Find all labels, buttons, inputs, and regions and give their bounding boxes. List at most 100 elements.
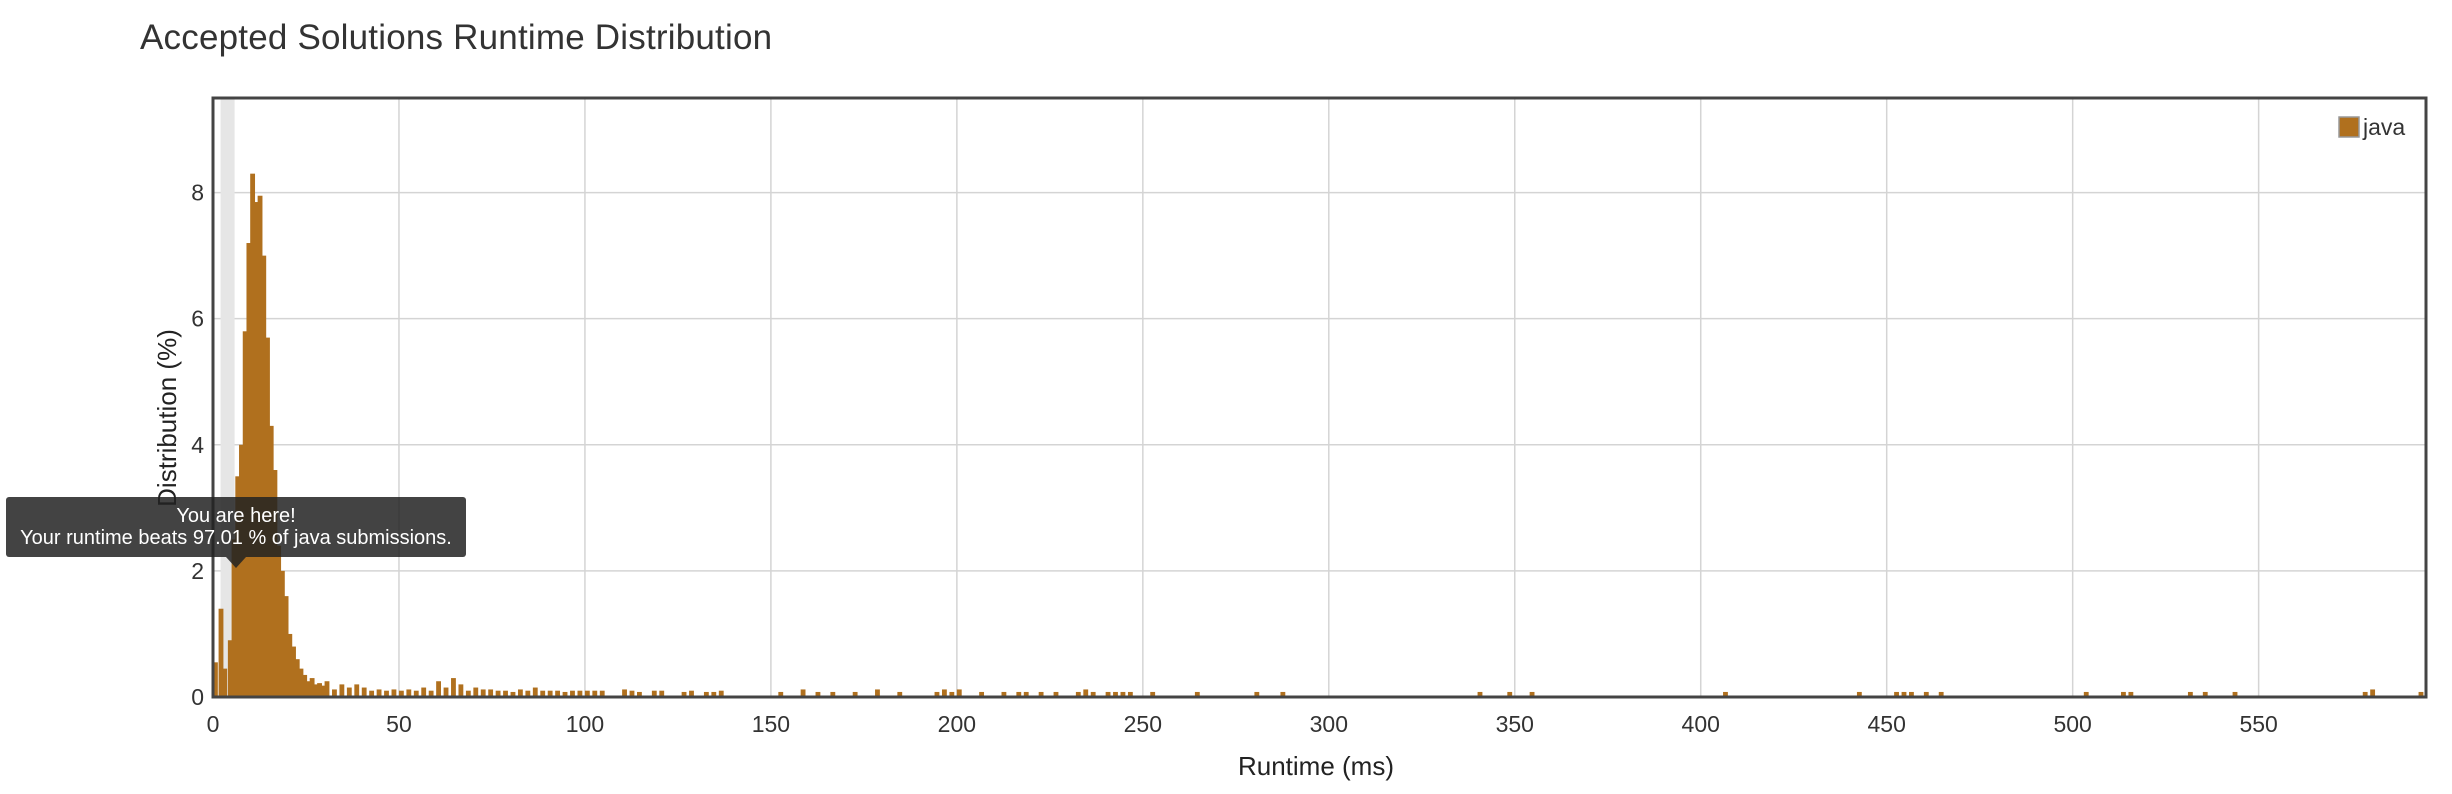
histogram-bar[interactable] xyxy=(376,689,382,697)
histogram-bar[interactable] xyxy=(313,684,319,697)
histogram-bar[interactable] xyxy=(346,687,352,697)
histogram-bar[interactable] xyxy=(298,668,304,697)
histogram-bar[interactable] xyxy=(547,690,553,697)
histogram-bar[interactable] xyxy=(1254,691,1260,697)
histogram-bar[interactable] xyxy=(1150,691,1156,697)
histogram-bar[interactable] xyxy=(934,691,940,697)
histogram-bar[interactable] xyxy=(495,690,501,697)
histogram-bar[interactable] xyxy=(875,689,880,697)
histogram-bar[interactable] xyxy=(458,684,464,697)
histogram-bar[interactable] xyxy=(525,690,531,697)
histogram-bar[interactable] xyxy=(283,596,289,697)
legend-label-java[interactable]: java xyxy=(2362,114,2405,140)
histogram-bar[interactable] xyxy=(291,646,296,697)
histogram-bar[interactable] xyxy=(815,691,821,697)
histogram-bar[interactable] xyxy=(235,476,241,697)
histogram-bar[interactable] xyxy=(250,173,256,698)
histogram-bar[interactable] xyxy=(897,691,903,697)
histogram-bar[interactable] xyxy=(584,690,590,697)
histogram-bar[interactable] xyxy=(1938,691,1944,697)
histogram-bar[interactable] xyxy=(257,195,263,698)
histogram-bar[interactable] xyxy=(320,685,326,697)
histogram-bar[interactable] xyxy=(253,202,259,697)
histogram-bar[interactable] xyxy=(1856,691,1862,697)
histogram-bar[interactable] xyxy=(231,539,237,697)
histogram-bar[interactable] xyxy=(302,674,308,697)
histogram-bar[interactable] xyxy=(1023,691,1029,697)
histogram-bar[interactable] xyxy=(309,678,315,697)
histogram-bar[interactable] xyxy=(276,545,282,697)
histogram-bar[interactable] xyxy=(213,662,218,697)
histogram-bar[interactable] xyxy=(465,690,471,697)
histogram-bar[interactable] xyxy=(1075,691,1081,697)
histogram-bar[interactable] xyxy=(443,687,449,697)
histogram-bar[interactable] xyxy=(2083,691,2089,697)
histogram-bar[interactable] xyxy=(1113,691,1118,697)
histogram-bar[interactable] xyxy=(246,243,252,697)
histogram-bar[interactable] xyxy=(1477,691,1483,697)
histogram-bar[interactable] xyxy=(503,690,508,697)
histogram-bar[interactable] xyxy=(689,690,694,697)
histogram-bar[interactable] xyxy=(413,690,419,697)
histogram-bar[interactable] xyxy=(1280,691,1286,697)
histogram-bar[interactable] xyxy=(852,691,858,697)
histogram-bar[interactable] xyxy=(510,691,516,697)
histogram-bar[interactable] xyxy=(592,690,598,697)
histogram-bar[interactable] xyxy=(294,659,300,697)
histogram-bar[interactable] xyxy=(1120,691,1126,697)
histogram-bar[interactable] xyxy=(279,570,285,697)
histogram-bar[interactable] xyxy=(2362,691,2368,697)
histogram-bar[interactable] xyxy=(778,691,784,697)
histogram-bar[interactable] xyxy=(1901,691,1907,697)
histogram-bar[interactable] xyxy=(1909,691,1914,697)
histogram-bar[interactable] xyxy=(2121,691,2126,697)
histogram-bar[interactable] xyxy=(517,689,523,697)
histogram-bar[interactable] xyxy=(718,690,724,697)
histogram-bar[interactable] xyxy=(979,691,985,697)
histogram-bar[interactable] xyxy=(659,690,665,697)
histogram-bar[interactable] xyxy=(2418,691,2424,697)
histogram-bar[interactable] xyxy=(1923,691,1929,697)
histogram-bar[interactable] xyxy=(555,690,561,697)
histogram-bar[interactable] xyxy=(2128,691,2134,697)
histogram-bar[interactable] xyxy=(1090,691,1096,697)
histogram-bar[interactable] xyxy=(332,689,337,697)
histogram-bar[interactable] xyxy=(1529,691,1535,697)
histogram-bar[interactable] xyxy=(406,689,412,697)
histogram-bar[interactable] xyxy=(622,689,627,697)
histogram-bar[interactable] xyxy=(703,691,709,697)
histogram-bar[interactable] xyxy=(398,690,404,697)
histogram-bar[interactable] xyxy=(830,691,836,697)
histogram-bar[interactable] xyxy=(369,690,375,697)
histogram-bar[interactable] xyxy=(272,470,278,697)
histogram-bar[interactable] xyxy=(287,633,293,697)
histogram-bar[interactable] xyxy=(488,689,494,697)
histogram-bar[interactable] xyxy=(681,691,687,697)
histogram-bar[interactable] xyxy=(1127,691,1133,697)
histogram-bar[interactable] xyxy=(1053,691,1059,697)
histogram-bar[interactable] xyxy=(1194,691,1200,697)
histogram-bar[interactable] xyxy=(956,689,962,697)
histogram-bar[interactable] xyxy=(268,425,274,697)
histogram-bar[interactable] xyxy=(1016,691,1022,697)
histogram-bar[interactable] xyxy=(305,681,311,697)
histogram-bar[interactable] xyxy=(1894,691,1899,697)
histogram-bar[interactable] xyxy=(2187,691,2193,697)
histogram-bar[interactable] xyxy=(324,681,330,697)
histogram-bar[interactable] xyxy=(222,668,228,697)
histogram-bar[interactable] xyxy=(218,608,224,697)
histogram-bar[interactable] xyxy=(480,689,486,697)
histogram-bar[interactable] xyxy=(599,690,605,697)
histogram-bar[interactable] xyxy=(949,691,955,697)
histogram-bar[interactable] xyxy=(629,690,635,697)
histogram-bar[interactable] xyxy=(354,684,360,697)
histogram-bar[interactable] xyxy=(1001,691,1007,697)
histogram-bar[interactable] xyxy=(2202,691,2208,697)
histogram-bar[interactable] xyxy=(384,690,389,697)
histogram-bar[interactable] xyxy=(577,690,583,697)
histogram-bar[interactable] xyxy=(239,444,244,697)
histogram-bar[interactable] xyxy=(428,690,434,697)
histogram-bar[interactable] xyxy=(421,687,427,697)
histogram-bar[interactable] xyxy=(2370,689,2376,697)
histogram-bar[interactable] xyxy=(451,678,456,697)
